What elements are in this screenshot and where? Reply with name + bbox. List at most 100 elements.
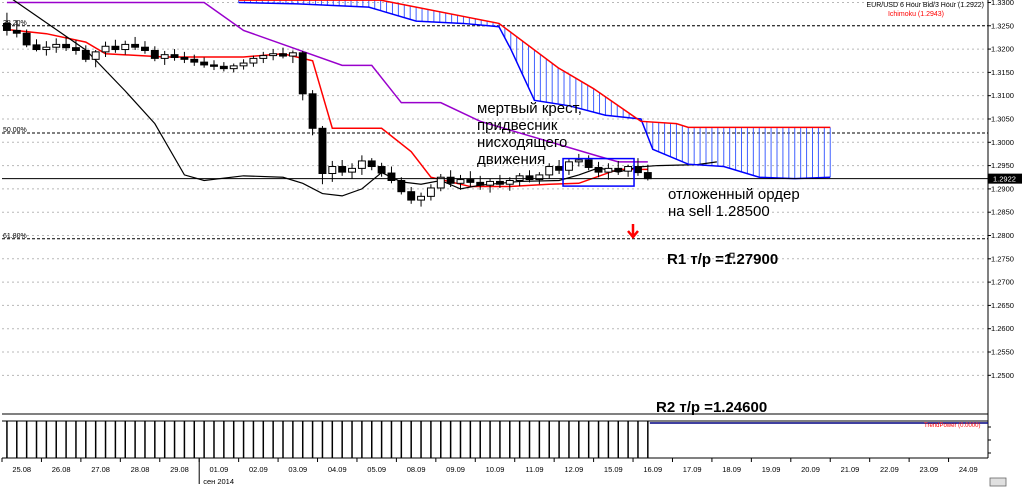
candle: [308, 90, 317, 136]
candle-body: [101, 45, 110, 53]
candle-body: [604, 167, 613, 173]
candle-body: [111, 45, 120, 51]
price-tick-label: 1.2850: [991, 208, 1014, 217]
candle: [81, 45, 90, 63]
date-tick-label: 05.09: [367, 465, 386, 474]
date-tick-label: 11.09: [525, 465, 543, 474]
fib-level-label: 38.20%: [3, 20, 27, 27]
candle-body: [348, 167, 356, 173]
candle: [210, 60, 218, 71]
candle-body: [200, 61, 209, 66]
date-tick-label: 24.09: [959, 465, 978, 474]
candle-body: [564, 161, 573, 171]
last-price-badge: [988, 173, 1022, 184]
horizontal-gridlines: [2, 1, 988, 415]
candle: [121, 40, 130, 55]
note-line: отложенный ордер: [668, 186, 800, 203]
candle-body: [367, 160, 376, 168]
candle: [624, 164, 633, 177]
note-line: движения: [477, 151, 546, 168]
r2-target-label: R2 т/р =1.24600: [656, 399, 768, 416]
candle: [367, 158, 376, 171]
dead-cross-note: мертвый крест, придвесник нисходящего дв…: [477, 100, 582, 168]
candle: [239, 59, 248, 70]
candle-body: [397, 180, 406, 193]
candle-body: [288, 52, 297, 57]
date-tick-label: 29.08: [170, 465, 189, 474]
candle-body: [42, 46, 51, 51]
candle-body: [150, 49, 159, 59]
price-tick-label: 1.3050: [991, 114, 1014, 123]
candle-body: [476, 181, 485, 186]
candle-body: [219, 65, 228, 70]
candle: [269, 49, 278, 61]
candle: [564, 159, 573, 175]
price-tick-label: 1.3000: [991, 138, 1014, 147]
candle: [249, 55, 258, 67]
note-line: на sell 1.28500: [668, 203, 770, 220]
price-tick-label: 1.3100: [991, 91, 1014, 100]
candle-body: [22, 32, 31, 46]
candle-body: [12, 29, 21, 34]
date-tick-label: 25.08: [12, 465, 31, 474]
candle-body: [2, 22, 11, 31]
candle-body: [141, 46, 149, 51]
candle: [288, 50, 297, 64]
note-line: мертвый крест,: [477, 100, 582, 117]
indicator-label: Ichimoku (1.2943): [887, 11, 944, 18]
candle: [131, 36, 140, 51]
ichimoku-cloud: [238, 0, 831, 179]
candle: [22, 29, 31, 48]
date-tick-label: 01.09: [210, 465, 229, 474]
price-tick-label: 1.2500: [991, 371, 1014, 380]
date-tick-label: 28.08: [131, 465, 150, 474]
candle-body: [210, 64, 218, 67]
candle-body: [634, 166, 642, 174]
candle: [62, 36, 71, 51]
ichimoku-senkou_b-line: [238, 0, 831, 129]
date-tick-label: 19.09: [762, 465, 781, 474]
candle: [387, 166, 396, 184]
target-marker: [729, 252, 735, 258]
date-tick-label: 21.09: [841, 465, 860, 474]
date-tick-label: 10.09: [486, 465, 505, 474]
candle-body: [180, 56, 189, 60]
candle-body: [52, 43, 61, 48]
candle: [52, 38, 61, 53]
candle-body: [436, 176, 445, 189]
candle: [2, 12, 11, 36]
candle: [229, 63, 238, 73]
candle-body: [308, 93, 317, 129]
price-tick-label: 1.3150: [991, 68, 1014, 77]
candle: [436, 173, 445, 192]
candle-body: [298, 52, 307, 95]
candle-body: [190, 58, 199, 63]
price-tick-label: 1.2550: [991, 348, 1014, 357]
candle: [141, 41, 149, 54]
candle-body: [229, 65, 238, 70]
candle-body: [495, 180, 504, 185]
price-tick-label: 1.3200: [991, 45, 1014, 54]
candle: [377, 162, 386, 177]
date-tick-label: 04.09: [328, 465, 347, 474]
candle: [486, 178, 495, 193]
candle-body: [62, 43, 71, 49]
time-axis: 25.08 26.08 27.08 28.08 29.08 01.09 сен 2014 02…: [1, 458, 1007, 487]
candle: [584, 155, 593, 171]
ichimoku-senkou_a-line: [238, 1, 831, 180]
date-tick-label: 09.09: [446, 465, 465, 474]
candle-body: [269, 53, 278, 57]
date-tick-label: 12.09: [564, 465, 583, 474]
candle-body: [81, 49, 90, 60]
user-drawings: [2, 157, 988, 258]
candle-body: [417, 195, 426, 201]
candle-body: [446, 176, 455, 184]
candle-body: [466, 179, 475, 183]
date-tick-label: 20.09: [801, 465, 820, 474]
candle: [426, 184, 435, 201]
fib-level-label: 50.00%: [3, 127, 27, 134]
chart-title: EUR/USD 6 Hour Bid/3 Hour (1.2922): [866, 2, 985, 9]
candle-body: [170, 54, 179, 58]
candle: [594, 161, 603, 178]
